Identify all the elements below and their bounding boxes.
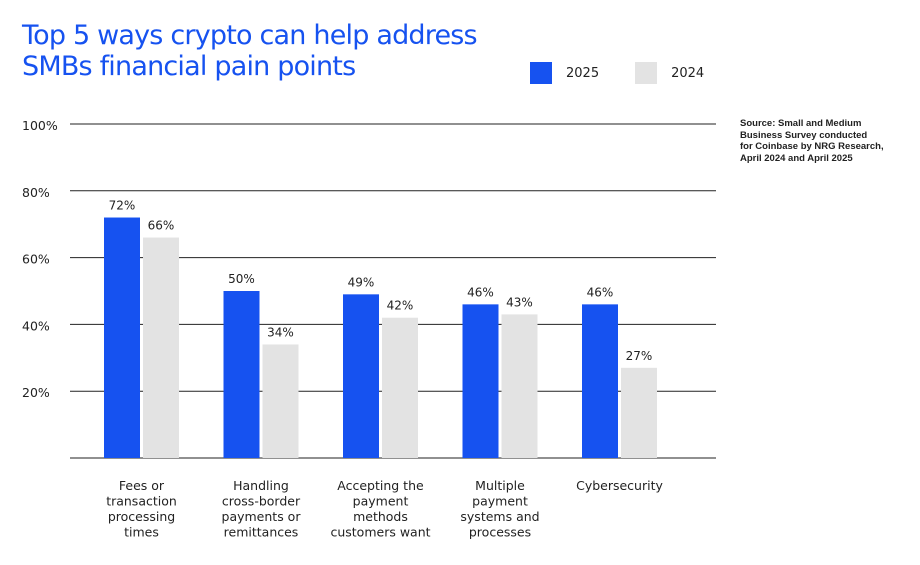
- category-label-3-line-3: processes: [469, 525, 531, 540]
- chart-title-line-1: Top 5 ways crypto can help address: [22, 20, 478, 51]
- category-label-1-line-0: Handling: [233, 478, 289, 493]
- category-label-2-line-3: customers want: [330, 525, 430, 540]
- chart-title-line-2: SMBs financial pain points: [22, 51, 356, 82]
- value-label-2024-2: 42%: [387, 299, 414, 313]
- bar-2024-0: [143, 237, 179, 458]
- category-label-4-line-0: Cybersecurity: [576, 478, 663, 493]
- y-tick-label-20: 20%: [22, 385, 50, 400]
- value-label-2024-4: 27%: [626, 349, 653, 363]
- value-label-2025-4: 46%: [587, 285, 614, 299]
- legend-label-2024: 2024: [671, 65, 705, 81]
- value-label-2025-2: 49%: [348, 275, 375, 289]
- bar-2024-1: [262, 344, 299, 458]
- legend-item-2024: 2024: [635, 62, 704, 84]
- category-label-2-line-1: payment: [353, 494, 409, 509]
- y-tick-label-80: 80%: [22, 185, 50, 200]
- legend-item-2025: 2025: [530, 62, 599, 84]
- category-label-0-line-2: processing: [108, 509, 175, 524]
- category-label-3-line-2: systems and: [460, 509, 539, 524]
- category-label-3-line-0: Multiple: [475, 478, 525, 493]
- bar-2024-4: [621, 367, 657, 458]
- category-label-3-line-1: payment: [472, 494, 528, 509]
- y-tick-label-60: 60%: [22, 252, 50, 267]
- category-label-4: Cybersecurity: [576, 478, 663, 493]
- legend-swatch-2024: [635, 62, 658, 84]
- bar-2025-2: [343, 294, 379, 458]
- bar-2024-2: [382, 317, 418, 458]
- category-label-2: Accepting the payment methods customers wan…: [330, 478, 430, 540]
- bar-2025-3: [462, 304, 499, 458]
- legend: 2025 2024: [530, 62, 704, 84]
- value-label-2025-1: 50%: [228, 272, 255, 286]
- category-label-0-line-1: transaction: [106, 494, 177, 509]
- bar-2025-1: [223, 291, 260, 458]
- category-label-1-line-2: payments or: [222, 509, 302, 524]
- bar-2025-0: [104, 217, 140, 458]
- category-label-0-line-0: Fees or: [119, 478, 165, 493]
- category-label-1-line-1: cross-border: [222, 494, 301, 509]
- legend-label-2025: 2025: [566, 65, 600, 81]
- category-label-0-line-3: times: [124, 525, 159, 540]
- source-note: Source: Small and Medium Business Survey…: [740, 118, 884, 164]
- value-label-2025-0: 72%: [109, 199, 136, 213]
- bar-2025-4: [582, 304, 618, 458]
- category-label-3: Multiple payment systems and processes: [460, 478, 539, 540]
- category-label-0: Fees or transaction processing times: [106, 478, 177, 540]
- chart-title: Top 5 ways crypto can help address SMBs …: [22, 20, 542, 82]
- value-label-2024-3: 43%: [506, 295, 533, 309]
- category-label-2-line-0: Accepting the: [337, 478, 424, 493]
- category-label-1-line-3: remittances: [224, 525, 299, 540]
- y-tick-label-40: 40%: [22, 318, 50, 333]
- category-label-1: Handling cross-border payments or remittanc…: [222, 478, 302, 540]
- value-label-2024-1: 34%: [267, 325, 294, 339]
- legend-swatch-2025: [530, 62, 552, 84]
- bar-2024-3: [501, 314, 538, 458]
- value-label-2025-3: 46%: [467, 285, 494, 299]
- value-label-2024-0: 66%: [148, 219, 175, 233]
- y-tick-label-100: 100%: [22, 118, 58, 133]
- category-label-2-line-2: methods: [353, 509, 408, 524]
